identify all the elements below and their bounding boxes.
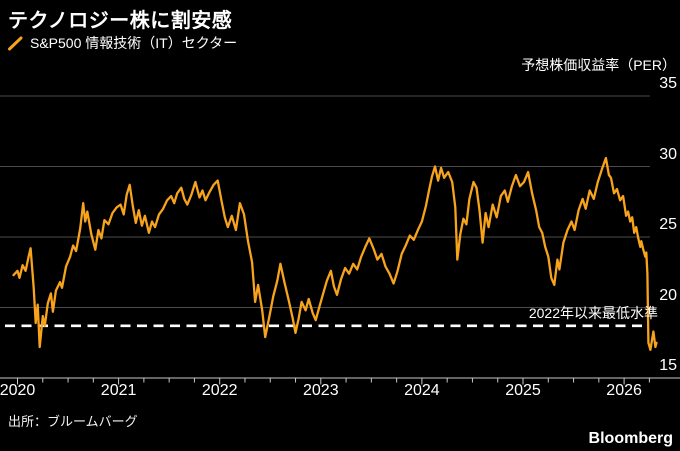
legend-label: S&P500 情報技術（IT）セクター <box>30 35 238 51</box>
legend-line-icon <box>8 36 23 50</box>
legend: S&P500 情報技術（IT）セクター <box>8 33 237 53</box>
bloomberg-logo: Bloomberg <box>588 430 673 447</box>
source-text: 出所：ブルームバーグ <box>8 414 138 429</box>
chart-title: テクノロジー株に割安感 <box>8 10 233 32</box>
y-axis-title: 予想株価収益率（PER） <box>521 57 676 73</box>
annotation-label: 2022年以来最低水準 <box>528 305 658 321</box>
series-line <box>12 156 658 351</box>
